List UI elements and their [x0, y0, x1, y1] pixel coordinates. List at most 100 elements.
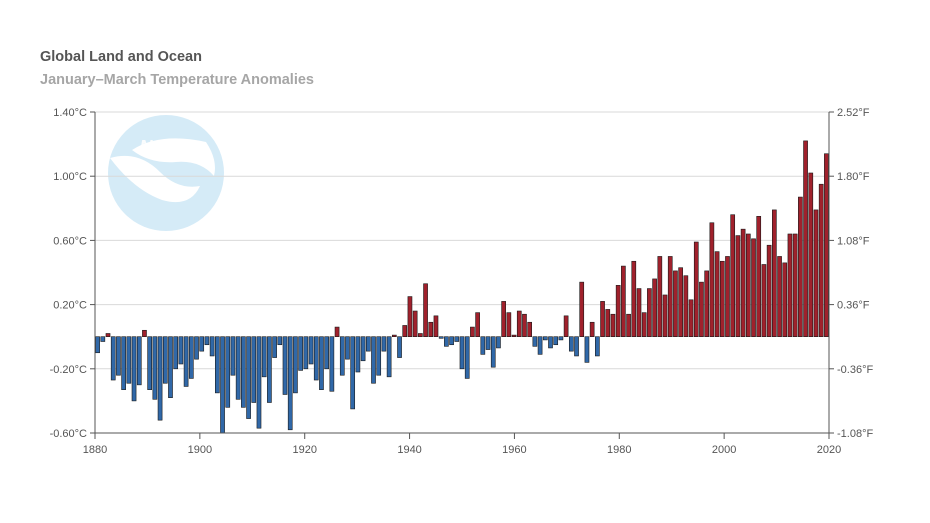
bar-1910: [251, 336, 257, 403]
bar-1980: [615, 285, 621, 337]
bar-2016: [803, 140, 808, 337]
bar-1883: [110, 336, 116, 381]
bar-1936: [386, 336, 392, 378]
bar-1977: [600, 301, 605, 338]
bar-1937: [391, 334, 397, 337]
y-tick-label-right: 1.08°F: [837, 235, 870, 247]
y-tick-label-left: 1.40°C: [53, 107, 87, 119]
bar-1991: [673, 270, 678, 338]
bar-1898: [188, 336, 194, 379]
bar-1945: [433, 315, 439, 337]
bar-2012: [782, 262, 788, 337]
bar-1969: [558, 336, 564, 341]
bar-1902: [209, 336, 215, 357]
bar-1914: [272, 336, 277, 358]
bar-1906: [230, 336, 236, 376]
bar-1961: [516, 310, 522, 337]
bar-1990: [667, 256, 673, 338]
bar-2006: [751, 238, 756, 337]
bar-1951: [464, 336, 470, 379]
bar-2019: [818, 183, 824, 337]
bar-1948: [449, 336, 454, 346]
chart-subtitle: January–March Temperature Anomalies: [40, 72, 314, 88]
bar-1986: [647, 288, 652, 337]
bar-1928: [345, 336, 350, 360]
bar-1895: [173, 336, 179, 370]
bar-2000: [719, 260, 725, 338]
bar-1954: [480, 336, 486, 355]
bar-1946: [438, 336, 444, 339]
bar-1983: [631, 260, 637, 338]
bar-1943: [423, 283, 428, 337]
bar-1938: [397, 336, 402, 358]
bar-1932: [365, 336, 371, 352]
bar-1881: [100, 336, 106, 342]
bar-1978: [605, 309, 611, 338]
bar-1950: [459, 336, 465, 370]
bar-1949: [454, 336, 460, 342]
bar-1922: [313, 336, 319, 381]
bar-1965: [537, 336, 543, 355]
bar-1896: [178, 336, 184, 365]
bar-1912: [261, 336, 267, 378]
bar-1908: [241, 336, 246, 408]
bar-1891: [152, 336, 158, 400]
bar-2018: [813, 209, 819, 337]
bar-1893: [162, 336, 168, 384]
bar-1929: [350, 336, 356, 410]
bar-1967: [548, 336, 553, 349]
y-tick-label-right: 1.80°F: [837, 171, 870, 183]
bar-1941: [412, 310, 418, 337]
bar-1886: [126, 336, 132, 384]
bar-2013: [787, 233, 793, 337]
y-tick-label-right: -0.36°F: [837, 364, 873, 376]
bar-1963: [527, 321, 533, 337]
bar-1968: [553, 336, 559, 346]
bar-1925: [329, 336, 335, 392]
y-tick-label-right: -1.08°F: [837, 428, 873, 440]
bar-2004: [740, 228, 746, 338]
bars: [95, 140, 829, 434]
bar-1939: [402, 325, 408, 337]
bar-1979: [610, 313, 616, 338]
bar-1889: [142, 329, 147, 337]
bar-1947: [444, 336, 449, 347]
bar-1904: [220, 336, 225, 434]
bar-1907: [235, 336, 241, 400]
bar-1931: [360, 336, 366, 362]
bar-1975: [589, 321, 595, 337]
y-tick-label-left: 0.20°C: [53, 300, 87, 312]
bar-1953: [475, 312, 480, 338]
bar-1942: [418, 333, 423, 337]
bar-2008: [761, 264, 767, 338]
bar-1976: [595, 336, 600, 357]
bar-1971: [568, 336, 574, 352]
bar-1994: [688, 299, 694, 337]
bar-2010: [772, 209, 777, 337]
bar-1984: [636, 288, 642, 337]
bar-2014: [792, 233, 798, 337]
bar-1911: [256, 336, 262, 429]
bar-1988: [657, 256, 663, 338]
axes: -0.60°C -1.08°F -0.20°C -0.36°F 0.20°C 0.36°F…: [50, 107, 874, 456]
bar-1952: [470, 326, 475, 338]
x-tick-label: 1920: [292, 444, 316, 456]
bar-1996: [699, 281, 704, 338]
y-tick-label-right: 0.36°F: [837, 300, 870, 312]
x-tick-label: 2020: [817, 444, 841, 456]
bar-1960: [511, 334, 517, 337]
bar-1892: [157, 336, 163, 421]
x-tick-label: 1980: [607, 444, 631, 456]
noaa-logo: NOAA: [108, 115, 224, 231]
bar-1972: [574, 336, 579, 357]
bar-1934: [376, 336, 382, 376]
bar-1930: [355, 336, 361, 373]
bar-1927: [339, 336, 345, 376]
bar-1909: [246, 336, 251, 419]
bar-1995: [693, 241, 699, 337]
bar-1966: [542, 336, 548, 341]
bar-1905: [225, 336, 231, 408]
bar-1964: [532, 336, 538, 347]
bar-2020: [824, 153, 829, 337]
